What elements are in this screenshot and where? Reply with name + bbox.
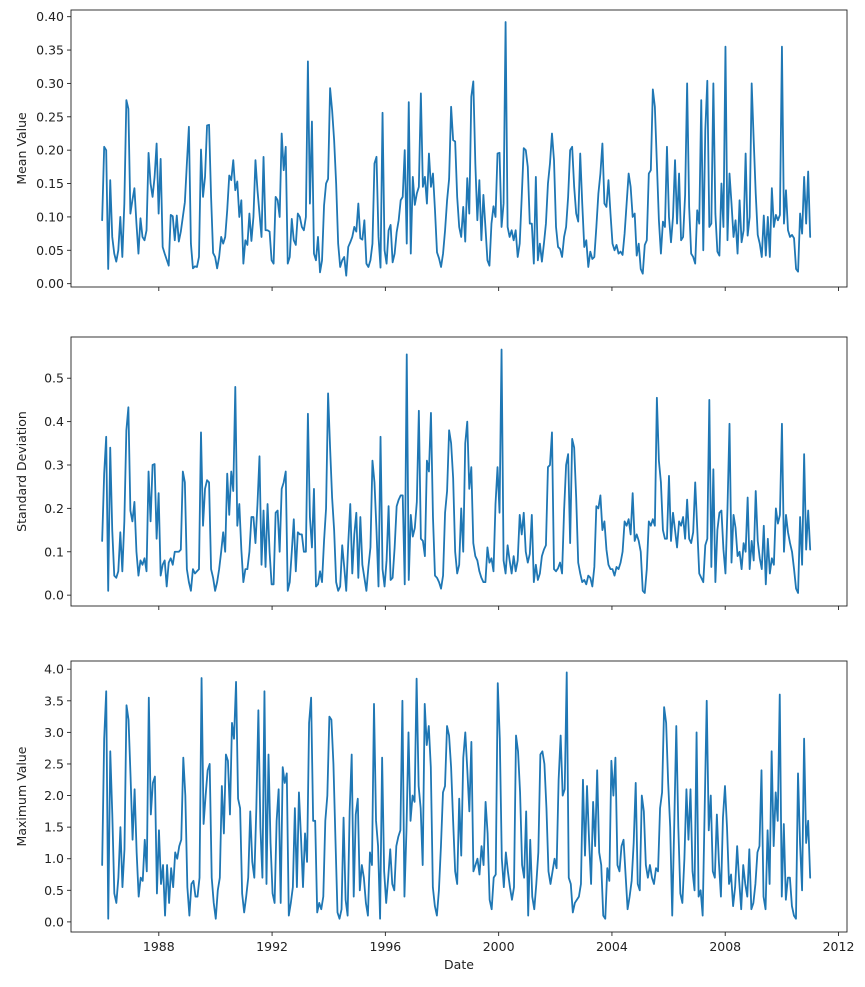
axes-frame	[70, 336, 848, 607]
y-tick-label: 0.15	[36, 176, 64, 191]
maximum-value-panel: 0.0 0.5 1.0 1.5 2.0 2.5 3.0 3.5 4.0 1988 1992 1996 2…	[14, 660, 855, 972]
y-tick-label: 0.2	[44, 501, 64, 516]
x-axis-label: Date	[444, 957, 474, 972]
y-tick-label: 0.1	[44, 544, 64, 559]
y-tick-label: 4.0	[44, 662, 64, 677]
x-tick-label: 1992	[256, 939, 288, 954]
y-tick-label: 0.00	[36, 276, 64, 291]
y-tick-label: 0.5	[44, 371, 64, 386]
y-tick-label: 1.0	[44, 851, 64, 866]
y-tick-label: 0.0	[44, 588, 64, 603]
y-tick-label: 0.10	[36, 209, 64, 224]
series-line	[101, 671, 812, 920]
y-tick-label: 0.4	[44, 414, 64, 429]
y-tick-label: 2.5	[44, 756, 64, 771]
mean-value-panel: 0.00 0.05 0.10 0.15 0.20 0.25 0.30 0.35 0.40 Mean…	[14, 9, 848, 291]
series-line	[101, 21, 812, 277]
y-tick-label: 0.20	[36, 143, 64, 158]
y-tick-label: 3.0	[44, 725, 64, 740]
x-tick-label: 2004	[596, 939, 628, 954]
y-axis-label: Mean Value	[14, 112, 29, 185]
x-tick-label: 2008	[709, 939, 741, 954]
y-tick-label: 0.40	[36, 9, 64, 24]
y-tick-label: 0.35	[36, 43, 64, 58]
y-tick-label: 0.0	[44, 914, 64, 929]
y-axis-label: Standard Deviation	[14, 411, 29, 532]
y-axis-label: Maximum Value	[14, 746, 29, 846]
y-tick-label: 0.5	[44, 883, 64, 898]
y-tick-label: 3.5	[44, 693, 64, 708]
y-tick-label: 0.05	[36, 243, 64, 258]
x-tick-label: 2012	[823, 939, 855, 954]
x-tick-label: 2000	[483, 939, 515, 954]
x-tick-label: 1996	[369, 939, 401, 954]
y-tick-label: 0.30	[36, 76, 64, 91]
y-tick-label: 0.3	[44, 457, 64, 472]
series-line	[101, 348, 812, 594]
standard-deviation-panel: 0.0 0.1 0.2 0.3 0.4 0.5 Standard Deviation	[14, 336, 848, 610]
y-tick-label: 2.0	[44, 788, 64, 803]
axes-frame	[70, 660, 848, 933]
y-tick-label: 1.5	[44, 820, 64, 835]
y-tick-label: 0.25	[36, 109, 64, 124]
axes-frame	[70, 9, 848, 288]
x-tick-label: 1988	[143, 939, 175, 954]
